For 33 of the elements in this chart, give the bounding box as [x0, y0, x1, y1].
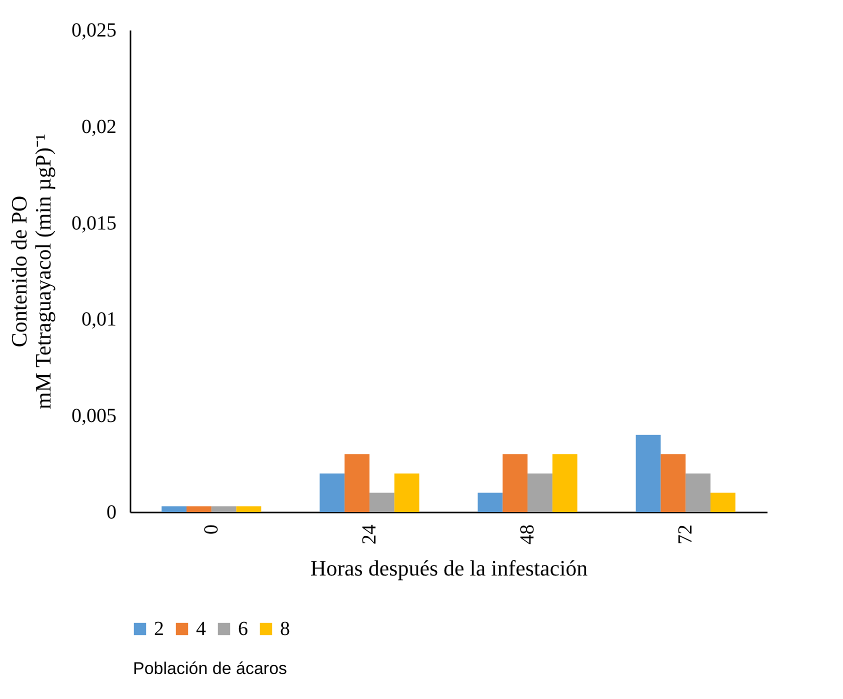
legend-label: 6: [238, 618, 248, 640]
y-tick-label: 0,015: [72, 212, 116, 234]
bar: [636, 434, 661, 512]
y-tick-label: 0,005: [72, 405, 116, 428]
legend-label: 4: [196, 618, 206, 640]
bar: [186, 506, 212, 512]
bar: [162, 506, 187, 512]
bar: [478, 492, 503, 512]
bar: [369, 492, 394, 512]
bar: [686, 473, 710, 512]
bar: [394, 473, 420, 512]
y-tick-label: 0,01: [82, 308, 116, 331]
bar: [211, 506, 236, 512]
legend-label: 8: [280, 618, 290, 640]
y-axis-title: Contenido de PO mM Tetraguayacol (min µgP)⁻¹: [6, 134, 56, 410]
x-axis-title: Horas después de la infestación: [310, 556, 588, 580]
y-tick-label: 0: [106, 502, 116, 524]
x-tick-label: 72: [674, 524, 697, 544]
bar: [660, 454, 686, 512]
bar: [502, 454, 528, 512]
bar: [710, 492, 736, 512]
x-tick-label: 0: [200, 524, 222, 534]
bar: [552, 454, 578, 512]
bar: [528, 473, 552, 512]
y-tick-label: 0,02: [82, 116, 116, 138]
x-tick-label: 48: [516, 524, 539, 544]
legend-label: 2: [154, 618, 164, 640]
y-tick-label: 0,025: [72, 20, 116, 42]
bar: [344, 454, 370, 512]
x-tick-label: 24: [358, 524, 380, 544]
bar: [236, 506, 262, 512]
bar: [320, 473, 345, 512]
legend-title: Población de ácaros: [132, 659, 288, 678]
